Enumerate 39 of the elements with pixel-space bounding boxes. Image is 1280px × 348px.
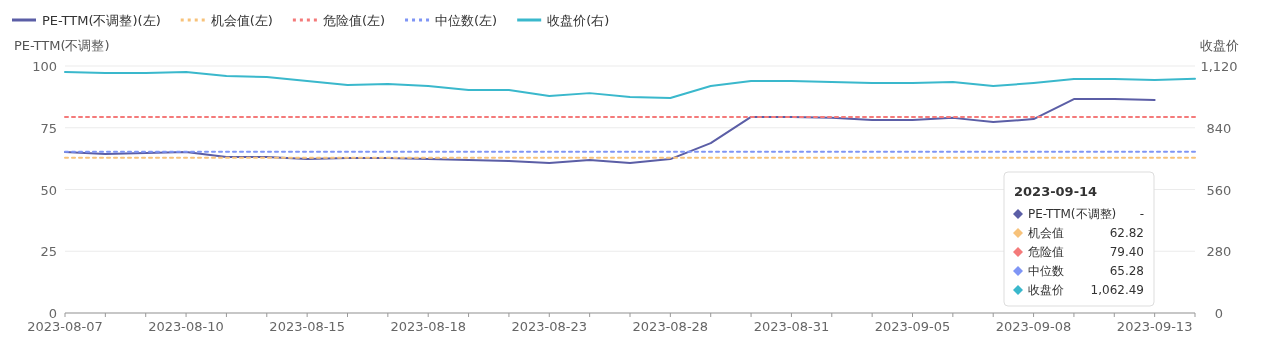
- x-tick-label: 2023-08-28: [632, 319, 709, 334]
- annotation: 62.82: [1109, 226, 1144, 240]
- y-axis-title: PE-TTM(不调整): [14, 38, 110, 53]
- annotation: 危险值: [1028, 245, 1064, 259]
- annotation: 65.28: [1109, 264, 1144, 278]
- x-tick-label: 2023-08-31: [753, 319, 830, 334]
- annotation: -: [1139, 207, 1144, 221]
- legend-label: 机会值(左): [210, 13, 273, 28]
- annotation: 收盘价: [1028, 283, 1064, 297]
- x-tick-label: 2023-09-13: [1116, 319, 1193, 334]
- annotation: 机会值: [1028, 226, 1064, 240]
- y-tick-label: 0: [48, 306, 57, 321]
- x-tick-label: 2023-08-23: [511, 319, 588, 334]
- annotation: 2023-09-14: [1014, 184, 1098, 199]
- x-tick-label: 2023-08-10: [148, 319, 224, 334]
- y-tick-label: 50: [40, 182, 57, 198]
- legend-label: 危险值(左): [322, 13, 386, 28]
- x-tick-label: 2023-08-07: [27, 319, 103, 334]
- x-tick-label: 2023-08-15: [269, 319, 345, 334]
- annotation: PE-TTM(不调整): [1028, 207, 1117, 221]
- annotation: 1,062.49: [1090, 283, 1144, 297]
- y-tick-label: 100: [32, 59, 57, 74]
- legend-label: PE-TTM(不调整)(左): [42, 13, 161, 28]
- annotation: 79.40: [1109, 245, 1144, 259]
- line-series: [64, 70, 1196, 99]
- legend-label: 收盘价(右): [547, 13, 610, 28]
- x-tick-label: 2023-09-05: [874, 319, 951, 334]
- x-tick-label: 2023-09-08: [995, 319, 1072, 334]
- annotation: 中位数: [1028, 264, 1064, 278]
- y-tick-label: 75: [40, 120, 57, 136]
- legend-label: 中位数(左): [435, 13, 498, 28]
- y-tick-label: 25: [40, 244, 57, 260]
- y2-tick-label: 840: [1206, 120, 1232, 136]
- y2-tick-label: 560: [1206, 182, 1232, 198]
- y2-tick-label: 0: [1214, 306, 1224, 321]
- y2-tick-label: 1,120: [1200, 59, 1238, 74]
- y2-tick-label: 280: [1206, 244, 1232, 260]
- y2-axis-title: 收盘价: [1199, 38, 1239, 53]
- x-tick-label: 2023-08-18: [390, 319, 466, 334]
